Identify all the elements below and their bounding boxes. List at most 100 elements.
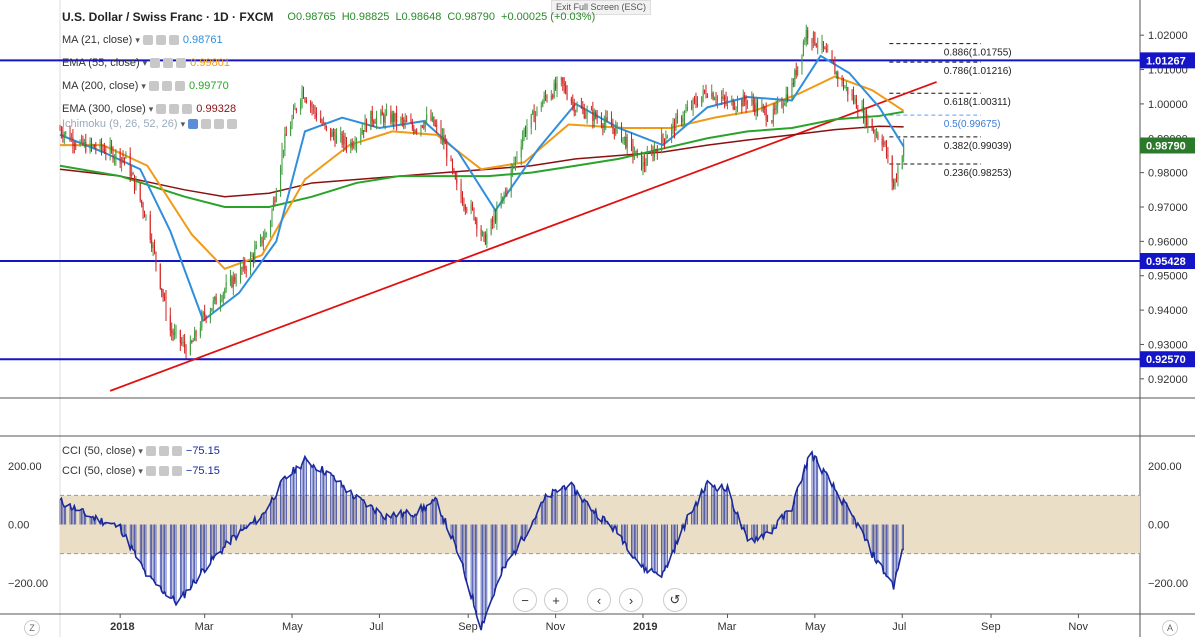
chevron-down-icon[interactable]: ▾ (135, 34, 140, 45)
candle-body (265, 233, 267, 235)
legend-ma200[interactable]: MA (200, close) ▾ 0.99770 (62, 80, 229, 92)
exit-fullscreen-tip[interactable]: Exit Full Screen (ESC) (551, 0, 652, 15)
eye-icon[interactable] (142, 35, 153, 45)
close-icon[interactable] (174, 81, 185, 91)
zoom-in-button[interactable]: + (544, 588, 568, 612)
candle-body (225, 282, 227, 290)
chevron-down-icon[interactable]: ▾ (138, 465, 143, 476)
legend-ma21[interactable]: MA (21, close) ▾ 0.98761 (62, 34, 223, 46)
zoom-out-button[interactable]: − (513, 588, 537, 612)
candle-body (742, 95, 744, 107)
cci-line (59, 450, 904, 631)
candle-body (436, 125, 438, 127)
candle-body (673, 122, 675, 131)
close-icon[interactable] (171, 466, 182, 476)
candle-body (724, 96, 726, 100)
candle-body (423, 126, 425, 128)
candle-body (456, 178, 458, 184)
gear-icon[interactable] (201, 119, 212, 129)
timezone-toggle[interactable]: Z (24, 620, 40, 636)
symbol-title[interactable]: U.S. Dollar / Swiss Franc · 1D · FXCM (62, 10, 274, 24)
candle-body (483, 232, 485, 235)
gear-icon[interactable] (161, 81, 172, 91)
candle-body (875, 134, 877, 136)
candle-body (363, 130, 365, 132)
eye-icon[interactable] (145, 446, 156, 456)
candle-body (335, 134, 337, 144)
candle-body (801, 54, 803, 67)
candle-body (245, 269, 247, 271)
chevron-down-icon[interactable]: ▾ (138, 445, 143, 456)
candle-body (92, 144, 94, 146)
candle-body (199, 327, 201, 336)
gear-icon[interactable] (158, 466, 169, 476)
price-tick-label: 0.96000 (1148, 236, 1188, 248)
candle-body (451, 160, 453, 169)
candle-body (310, 102, 312, 106)
candle-body (354, 144, 356, 146)
candle-body (631, 136, 633, 144)
scroll-left-button[interactable]: ‹ (587, 588, 611, 612)
candle-body (410, 121, 412, 123)
legend-ema300[interactable]: EMA (300, close) ▾ 0.99328 (62, 103, 236, 115)
eye-icon[interactable] (148, 81, 159, 91)
candle-body (83, 141, 85, 145)
candle-body (63, 134, 65, 138)
candle-body (280, 167, 282, 194)
gear-icon[interactable] (158, 446, 169, 456)
candle-body (85, 141, 87, 152)
close-icon[interactable] (182, 104, 193, 114)
candle-body (341, 133, 343, 145)
candle-body (596, 117, 598, 119)
candle-body (635, 150, 637, 155)
candle-body (454, 172, 456, 179)
candle-body (472, 204, 474, 209)
legend-cci-1[interactable]: CCI (50, close) ▾ −75.15 (62, 445, 220, 457)
auto-scale-toggle[interactable]: A (1162, 620, 1178, 636)
candle-body (620, 124, 622, 142)
gear-icon[interactable] (163, 58, 174, 68)
candle-body (440, 125, 442, 139)
close-icon[interactable] (171, 446, 182, 456)
close-icon[interactable] (168, 35, 179, 45)
eye-icon[interactable] (150, 58, 161, 68)
candle-body (294, 108, 296, 110)
candle-body (821, 41, 823, 46)
candle-body (201, 314, 203, 328)
chevron-down-icon[interactable]: ▾ (148, 103, 154, 114)
candle-body (325, 125, 327, 128)
chevron-down-icon[interactable]: ▾ (142, 57, 148, 68)
close-icon[interactable] (227, 119, 238, 129)
candle-body (305, 99, 307, 103)
braces-icon[interactable] (214, 119, 225, 129)
candle-body (684, 112, 686, 119)
reset-chart-button[interactable]: ↺ (663, 588, 687, 612)
price-badge-label: 0.92570 (1146, 354, 1186, 366)
legend-ema55[interactable]: EMA (55, close) ▾ 0.99801 (62, 57, 230, 69)
candle-body (592, 109, 594, 122)
candle-body (364, 119, 366, 132)
eye-icon[interactable] (156, 104, 167, 114)
legend-cci-2-value: −75.15 (185, 465, 220, 477)
candle-body (484, 234, 486, 245)
close-icon[interactable] (176, 58, 187, 68)
eye-off-icon[interactable] (188, 119, 199, 129)
candle-body (371, 110, 373, 122)
candle-body (636, 150, 638, 152)
chevron-down-icon[interactable]: ▾ (141, 80, 146, 91)
candle-body (260, 237, 262, 245)
candle-body (583, 109, 585, 118)
candle-body (383, 115, 385, 123)
scroll-right-button[interactable]: › (619, 588, 643, 612)
chevron-down-icon[interactable]: ▾ (180, 118, 186, 129)
candle-body (450, 157, 452, 161)
candle-body (234, 276, 236, 282)
eye-icon[interactable] (145, 466, 156, 476)
candle-body (901, 156, 903, 169)
gear-icon[interactable] (155, 35, 166, 45)
legend-cci-2[interactable]: CCI (50, close) ▾ −75.15 (62, 465, 220, 477)
candle-body (271, 210, 273, 222)
candle-body (252, 255, 254, 260)
gear-icon[interactable] (169, 104, 180, 114)
legend-ichimoku[interactable]: Ichimoku (9, 26, 52, 26) ▾ (62, 118, 238, 130)
